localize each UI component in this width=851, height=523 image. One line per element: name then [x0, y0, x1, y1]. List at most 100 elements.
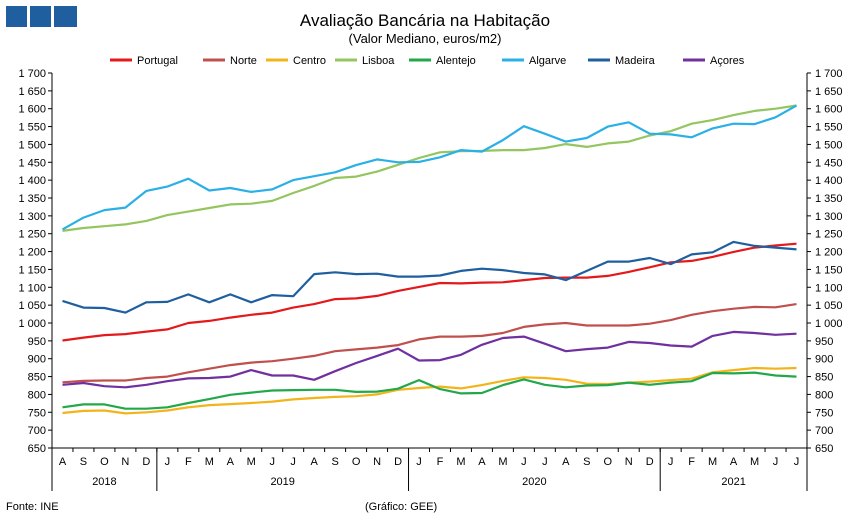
month-label: S	[80, 456, 87, 468]
y-tick-label: 1 300	[18, 211, 46, 223]
y-tick-label: 1 200	[18, 247, 46, 259]
y-tick-label: 800	[28, 389, 46, 401]
month-label: N	[373, 456, 381, 468]
legend-item: Açores	[683, 55, 745, 67]
series-line-norte	[62, 303, 797, 384]
month-label: F	[185, 456, 192, 468]
chart-title: Avaliação Bancária na Habitação	[300, 11, 550, 30]
month-label: J	[542, 456, 548, 468]
legend-label: Alentejo	[436, 55, 476, 67]
month-label: J	[773, 456, 779, 468]
logo-block-2	[30, 6, 51, 27]
y-tick-label-right: 1 250	[815, 229, 843, 241]
month-label: J	[269, 456, 275, 468]
y-tick-label: 1 050	[18, 300, 46, 312]
month-label: S	[583, 456, 590, 468]
y-tick-label: 1 350	[18, 193, 46, 205]
month-label: M	[498, 456, 507, 468]
logo-block-1	[6, 6, 27, 27]
month-label: J	[668, 456, 674, 468]
y-tick-label-right: 850	[815, 372, 833, 384]
month-label: A	[227, 456, 235, 468]
y-tick-label: 850	[28, 372, 46, 384]
series-line-centro	[62, 366, 797, 415]
legend-label: Algarve	[529, 55, 566, 67]
month-label: O	[603, 456, 612, 468]
legend-item: Norte	[203, 55, 257, 67]
legend: Portugal Norte Centro Lisboa Alentejo Algarve…	[110, 55, 745, 67]
y-tick-label-right: 1 450	[815, 157, 843, 169]
credit-note: (Gráfico: GEE)	[365, 501, 437, 513]
month-label: J	[521, 456, 527, 468]
month-label: F	[688, 456, 695, 468]
y-tick-label-right: 1 300	[815, 211, 843, 223]
y-tick-label-right: 700	[815, 425, 833, 437]
y-tick-label: 1 000	[18, 318, 46, 330]
series-lines	[61, 104, 798, 415]
series-line-algarve	[61, 104, 798, 231]
y-tick-label-right: 1 050	[815, 300, 843, 312]
y-tick-label: 750	[28, 407, 46, 419]
right-y-ticks: 650 700 750 800 850 900 950 1 000 1 050 1 100 1 15…	[807, 68, 843, 455]
logo-block-3	[54, 6, 77, 27]
y-tick-label-right: 1 400	[815, 175, 843, 187]
y-tick-label: 1 550	[18, 122, 46, 134]
y-tick-label-right: 1 000	[815, 318, 843, 330]
legend-label: Portugal	[137, 55, 178, 67]
series-line-a-ores	[62, 330, 797, 389]
month-label: A	[59, 456, 67, 468]
month-label: M	[750, 456, 759, 468]
y-tick-label-right: 1 650	[815, 86, 843, 98]
y-tick-label: 950	[28, 336, 46, 348]
month-label: A	[730, 456, 738, 468]
y-tick-label: 1 150	[18, 264, 46, 276]
y-tick-label-right: 1 600	[815, 104, 843, 116]
month-label: M	[456, 456, 465, 468]
source-note: Fonte: INE	[6, 501, 59, 513]
month-label: N	[625, 456, 633, 468]
month-label: J	[165, 456, 171, 468]
series-line-portugal	[62, 242, 797, 342]
month-label: D	[142, 456, 150, 468]
month-label: D	[394, 456, 402, 468]
x-axis-ticks: A S O N D J F M A M J J A S O N D J F M A M J J A S O N D J F M A M J J2018…	[51, 448, 808, 491]
y-tick-label: 1 400	[18, 175, 46, 187]
y-tick-label-right: 750	[815, 407, 833, 419]
y-tick-label-right: 1 350	[815, 193, 843, 205]
gee-logo	[6, 6, 77, 27]
y-tick-label: 1 700	[18, 68, 46, 80]
plot-area: 650 700 750 800 850 900 950 1 000 1 050 1 100 1 15…	[18, 68, 843, 491]
year-label: 2018	[92, 476, 116, 488]
y-tick-label-right: 1 100	[815, 282, 843, 294]
y-tick-label-right: 1 700	[815, 68, 843, 80]
y-tick-label: 700	[28, 425, 46, 437]
legend-label: Norte	[230, 55, 257, 67]
chart-subtitle: (Valor Mediano, euros/m2)	[349, 31, 502, 46]
legend-label: Lisboa	[362, 55, 395, 67]
month-label: A	[562, 456, 570, 468]
left-y-ticks: 650 700 750 800 850 900 950 1 000 1 050 1 100 1 15…	[18, 68, 52, 455]
series-line-madeira	[62, 240, 797, 314]
year-label: 2021	[721, 476, 745, 488]
legend-item: Algarve	[502, 55, 566, 67]
year-label: 2020	[522, 476, 546, 488]
month-label: O	[100, 456, 109, 468]
y-tick-label-right: 950	[815, 336, 833, 348]
month-label: S	[331, 456, 338, 468]
month-label: A	[478, 456, 486, 468]
year-label: 2019	[270, 476, 294, 488]
y-tick-label: 1 650	[18, 86, 46, 98]
legend-label: Centro	[293, 55, 326, 67]
month-label: D	[646, 456, 654, 468]
legend-item: Madeira	[588, 55, 656, 67]
month-label: J	[416, 456, 422, 468]
series-line-alentejo	[62, 371, 797, 410]
month-label: M	[205, 456, 214, 468]
legend-item: Centro	[266, 55, 326, 67]
y-tick-label: 1 600	[18, 104, 46, 116]
month-label: A	[310, 456, 318, 468]
y-tick-label: 900	[28, 354, 46, 366]
y-tick-label-right: 1 150	[815, 264, 843, 276]
y-tick-label: 1 100	[18, 282, 46, 294]
